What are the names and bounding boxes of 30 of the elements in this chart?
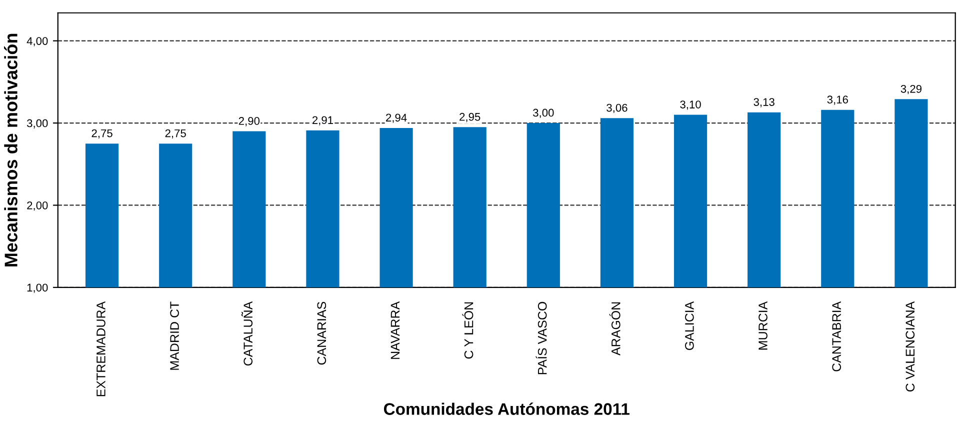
x-tick-label: GALICIA: [685, 301, 694, 350]
y-tick-label: 4,00: [26, 37, 48, 46]
y-axis-title: Mecanismos de motivación: [4, 34, 18, 266]
x-tick-label: C Y LEÓN: [462, 302, 474, 359]
x-tick-label: MURCIA: [758, 301, 768, 350]
x-tick-label: MADRID CT: [170, 302, 179, 370]
data-label: 2,95: [460, 112, 480, 122]
data-label: 3,00: [533, 108, 554, 118]
x-tick-label: EXTREMADURA: [96, 301, 106, 396]
y-tick-label: 2,00: [27, 201, 48, 211]
x-tick-label: PAÍS VASCO: [536, 302, 547, 374]
data-label: 2,94: [386, 114, 407, 123]
x-tick-label: ARAGÓN: [609, 302, 620, 356]
y-tick-label: 1,00: [27, 284, 48, 293]
data-label: 2,75: [165, 129, 186, 139]
data-label: 3,13: [754, 98, 774, 108]
data-label: 2,75: [92, 129, 112, 139]
y-tick-label: 3,00: [26, 119, 48, 128]
x-tick-label: NAVARRA: [390, 301, 400, 359]
data-label: 3,10: [680, 100, 701, 110]
data-label: 3,29: [900, 84, 922, 94]
x-tick-label: CANARIAS: [317, 302, 326, 365]
data-label: 3,16: [827, 96, 848, 105]
data-label: 2,91: [312, 116, 333, 126]
x-tick-label: CANTABRIA: [832, 301, 842, 372]
data-label: 2,90: [238, 117, 260, 126]
x-tick-label: CATALUÑA: [241, 301, 253, 366]
data-label: 3,06: [606, 104, 628, 114]
x-axis-title: Comunidades Autónomas 2011: [384, 402, 630, 415]
x-tick-label: C VALENCIANA: [906, 301, 915, 392]
